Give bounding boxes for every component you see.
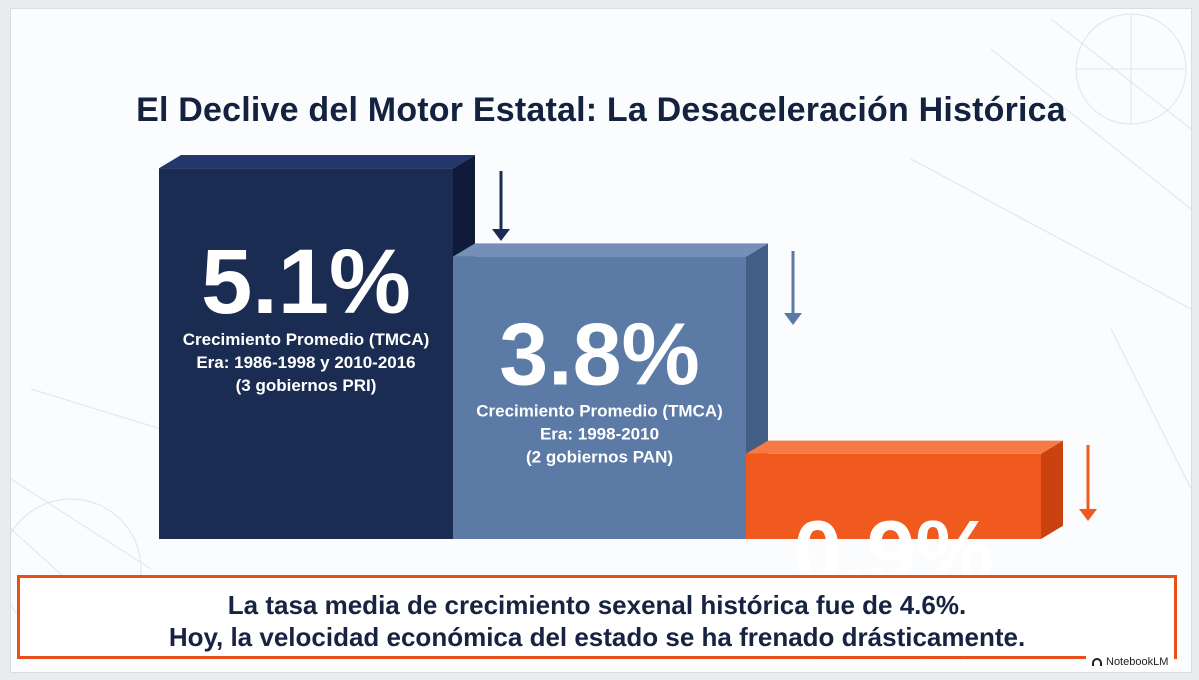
bar-value-label-1: 5.1%	[201, 231, 411, 333]
bar-2: 3.8%Crecimiento Promedio (TMCA) Era: 1998…	[453, 243, 768, 539]
slide: El Declive del Motor Estatal: La Desacel…	[10, 8, 1192, 673]
bar-front-2	[453, 256, 746, 539]
bar-side-3	[1041, 440, 1063, 539]
summary-box: La tasa media de crecimiento sexenal his…	[17, 575, 1177, 659]
watermark-text: NotebookLM	[1106, 656, 1169, 668]
bar-metric-label-2: Crecimiento Promedio (TMCA)	[476, 402, 723, 421]
notebooklm-logo-icon	[1092, 658, 1102, 666]
bar-top-2	[453, 243, 768, 257]
chart-title: El Declive del Motor Estatal: La Desacel…	[136, 91, 1066, 129]
down-arrow-icon-3	[1079, 445, 1097, 521]
bar-era-label-1: Era: 1986-1998 y 2010-2016	[196, 353, 415, 372]
down-arrow-icon-1	[492, 171, 510, 241]
bar-government-label-1: (3 gobiernos PRI)	[236, 376, 377, 395]
bar-front-3	[746, 453, 1041, 539]
bar-top-1	[159, 155, 475, 169]
down-arrow-icon-2	[784, 251, 802, 325]
bar-top-3	[746, 440, 1063, 454]
bar-chart: 5.1%Crecimiento Promedio (TMCA)Era: 1986…	[159, 155, 1097, 664]
notebooklm-watermark: NotebookLM	[1086, 654, 1175, 670]
bar-1: 5.1%Crecimiento Promedio (TMCA) Era: 1986…	[159, 155, 475, 539]
bar-era-label-2: Era: 1998-2010	[540, 425, 659, 444]
summary-line-1: La tasa media de crecimiento sexenal his…	[227, 590, 967, 620]
bar-value-label-2: 3.8%	[499, 305, 700, 404]
background-blueprint-lines	[11, 13, 1191, 640]
bar-metric-label-1: Crecimiento Promedio (TMCA)	[183, 330, 430, 349]
summary-line-2: Hoy, la velocidad económica del estado s…	[168, 622, 1026, 652]
bar-government-label-2: (2 gobiernos PAN)	[526, 448, 673, 467]
bar-front-1	[159, 168, 453, 539]
